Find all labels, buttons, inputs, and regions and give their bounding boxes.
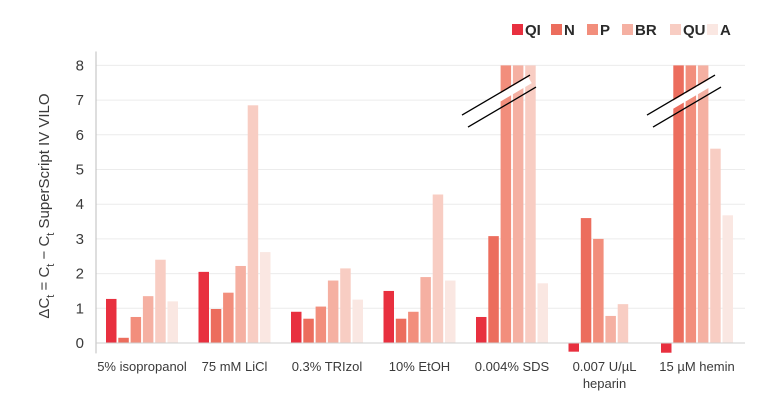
bar — [617, 304, 629, 343]
y-axis-label-part: t — [45, 233, 57, 236]
bar — [593, 238, 604, 343]
x-category-label: 10% EtOH — [389, 359, 450, 374]
bar — [697, 65, 709, 344]
bar — [445, 280, 456, 343]
x-category-label: 75 mM LiCl — [202, 359, 268, 374]
y-tick-label: 6 — [76, 127, 84, 144]
x-category-label: 0.004% SDS — [475, 359, 550, 374]
axis-break-marker — [645, 74, 722, 128]
bar — [673, 65, 684, 344]
bar — [605, 315, 616, 343]
bar — [340, 268, 351, 343]
bar — [383, 290, 394, 343]
bar — [488, 236, 499, 343]
bar — [568, 343, 579, 352]
y-axis-label-part: ΔC — [36, 298, 53, 319]
axis-break-marker — [460, 74, 537, 128]
legend-swatch — [707, 24, 718, 35]
legend-label: P — [600, 22, 610, 39]
bar — [106, 298, 117, 343]
bar — [155, 259, 166, 343]
bar — [198, 271, 209, 343]
bar — [118, 337, 129, 343]
axis-break-gap — [645, 77, 717, 124]
legend-swatch — [512, 24, 523, 35]
bar — [580, 218, 592, 343]
y-tick-label: 1 — [76, 300, 84, 317]
axis-break-line — [652, 86, 722, 128]
bar — [260, 252, 271, 343]
bar — [235, 265, 246, 343]
axis-break-line — [646, 74, 716, 116]
bar — [167, 301, 178, 343]
bar — [512, 65, 524, 344]
y-tick-label: 7 — [76, 92, 84, 109]
y-tick-label: 0 — [76, 335, 84, 352]
y-tick-label: 2 — [76, 266, 84, 283]
bar — [420, 277, 431, 343]
bar — [685, 65, 697, 344]
x-category-label: 5% isopropanol — [97, 359, 187, 374]
bar — [303, 318, 314, 343]
legend-swatch — [622, 24, 633, 35]
legend-label: QI — [525, 22, 541, 39]
bar — [315, 306, 327, 343]
bar — [352, 299, 363, 343]
legend-label: N — [564, 22, 575, 39]
legend-label: A — [720, 22, 731, 39]
bar — [210, 308, 222, 343]
y-tick-label: 8 — [76, 57, 84, 74]
y-tick-label: 4 — [76, 196, 84, 213]
y-axis-label-part: t — [45, 295, 57, 298]
bar — [223, 292, 234, 343]
y-axis-label: ΔCt = Ct − Ct SuperScript IV VILO — [36, 93, 57, 318]
y-axis-label-part: t — [45, 264, 57, 267]
bar — [722, 215, 733, 343]
legend-swatch — [670, 24, 681, 35]
x-category-label: 0.3% TRIzol — [292, 359, 363, 374]
x-category-label: 0.007 U/µL — [573, 359, 637, 374]
y-axis-label-part: − C — [36, 236, 53, 264]
axis-break-gap — [460, 77, 532, 124]
bar — [661, 343, 672, 353]
legend-label: QU — [683, 22, 706, 39]
bar — [432, 194, 444, 343]
x-category-label: 15 µM hemin — [659, 359, 734, 374]
y-tick-label: 5 — [76, 162, 84, 179]
bar — [408, 311, 419, 343]
bar — [327, 280, 339, 343]
bar — [247, 105, 259, 344]
bar — [537, 283, 548, 343]
bar — [130, 316, 142, 343]
bar — [710, 148, 721, 343]
bar — [476, 316, 487, 343]
x-category-label: heparin — [583, 376, 626, 391]
axis-break-line — [467, 86, 537, 128]
bar — [395, 318, 407, 343]
bar — [142, 296, 154, 343]
y-axis-label-part: SuperScript IV VILO — [36, 93, 53, 232]
axis-break-line — [461, 74, 531, 116]
legend-swatch — [587, 24, 598, 35]
bar — [525, 65, 536, 344]
y-axis-label-part: = C — [36, 267, 53, 295]
bar — [291, 311, 302, 343]
legend-label: BR — [635, 22, 657, 39]
bar — [500, 65, 512, 344]
legend-swatch — [551, 24, 562, 35]
y-tick-label: 3 — [76, 231, 84, 248]
